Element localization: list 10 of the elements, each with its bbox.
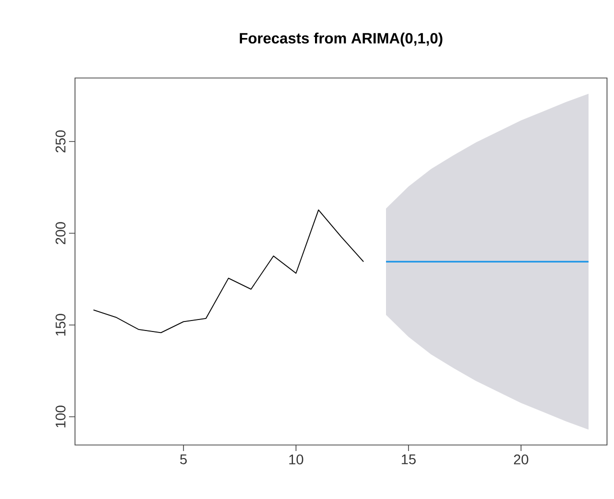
x-tick-label: 20 xyxy=(514,454,528,464)
x-tick-label: 10 xyxy=(289,454,304,464)
y-tick-label: 250 xyxy=(56,130,66,152)
y-tick-label: 100 xyxy=(56,406,66,428)
x-tick-label: 5 xyxy=(180,454,187,464)
y-tick-label: 200 xyxy=(56,222,66,244)
y-tick-label: 150 xyxy=(56,314,66,336)
chart-title: Forecasts from ARIMA(0,1,0) xyxy=(240,32,442,46)
line-series xyxy=(93,209,364,334)
x-tick-label: 15 xyxy=(402,454,416,464)
